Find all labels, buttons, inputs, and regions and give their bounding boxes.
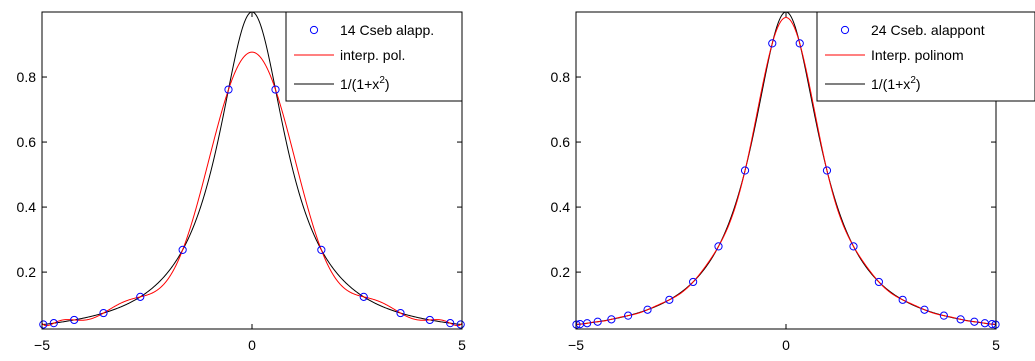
node-marker <box>665 295 674 304</box>
legend: 24 Cseb. alappont Interp. polinom 1/(1+x2) <box>816 11 1035 102</box>
node-marker <box>359 292 368 301</box>
legend-label: 24 Cseb. alappont <box>871 22 985 38</box>
node-marker <box>607 315 616 324</box>
legend-label: 14 Cseb alapp. <box>340 22 434 38</box>
node-marker <box>317 245 326 254</box>
x-tick-label: 0 <box>248 337 256 353</box>
y-tick-label: 0.8 <box>17 69 37 85</box>
chart-2: 0.2 0.4 0.6 0.8 −5 0 5 24 Cseb. alappont Interp.… <box>551 11 1035 353</box>
legend-marker <box>309 25 319 35</box>
node-marker <box>822 166 832 175</box>
node-marker <box>446 319 455 328</box>
x-tick-label: 5 <box>992 337 1000 353</box>
node-marker <box>99 308 108 318</box>
node-marker <box>714 242 723 251</box>
y-tick-label: 0.4 <box>17 199 37 215</box>
node-marker <box>849 242 858 251</box>
node-marker <box>425 315 434 325</box>
y-tick-label: 0.6 <box>551 134 571 150</box>
legend-label: interp. pol. <box>340 47 405 63</box>
node-marker <box>136 292 145 301</box>
legend-label: 1/(1+x2) <box>340 75 390 92</box>
y-tick-label: 0.4 <box>551 199 571 215</box>
node-marker <box>178 245 187 254</box>
node-marker <box>39 320 48 329</box>
node-marker <box>593 317 602 326</box>
node-marker <box>643 305 652 314</box>
node-marker <box>970 317 979 326</box>
legend-marker <box>840 25 850 35</box>
x-tick-label: 5 <box>458 337 466 353</box>
node-marker <box>271 85 280 94</box>
node-marker <box>920 305 929 314</box>
x-tick-label: −5 <box>568 337 584 353</box>
node-marker <box>583 319 592 328</box>
node-marker <box>956 315 965 324</box>
legend-box <box>285 11 463 102</box>
legend-label: 1/(1+x2) <box>871 75 921 92</box>
node-marker <box>768 39 777 48</box>
series-function-line <box>42 12 462 326</box>
y-tick-label: 0.2 <box>551 264 571 280</box>
y-tick-label: 0.2 <box>17 264 37 280</box>
node-marker <box>689 277 698 287</box>
node-marker <box>795 39 804 48</box>
node-marker <box>224 85 233 94</box>
series-interpolant-line <box>42 51 462 327</box>
node-marker <box>624 311 633 320</box>
legend-label: Interp. polinom <box>871 47 964 63</box>
x-tick-label: −5 <box>34 337 50 353</box>
node-marker <box>70 315 79 325</box>
x-tick-label: 0 <box>782 337 790 353</box>
node-marker <box>49 319 58 328</box>
node-marker <box>456 320 465 329</box>
chart-1: 0.2 0.4 0.6 0.8 −5 0 5 14 Cseb alapp. interp. po… <box>17 11 466 353</box>
node-marker <box>898 295 907 304</box>
y-tick-label: 0.6 <box>17 134 37 150</box>
plot-area <box>576 12 996 326</box>
y-tick-label: 0.8 <box>551 69 571 85</box>
node-marker <box>874 277 883 287</box>
series-interpolant-line <box>576 17 996 326</box>
node-marker <box>396 308 405 318</box>
plot-area <box>42 12 462 327</box>
legend: 14 Cseb alapp. interp. pol. 1/(1+x2) <box>285 11 463 102</box>
legend-box <box>816 11 1035 102</box>
node-marker <box>740 166 750 175</box>
node-marker <box>939 311 948 320</box>
